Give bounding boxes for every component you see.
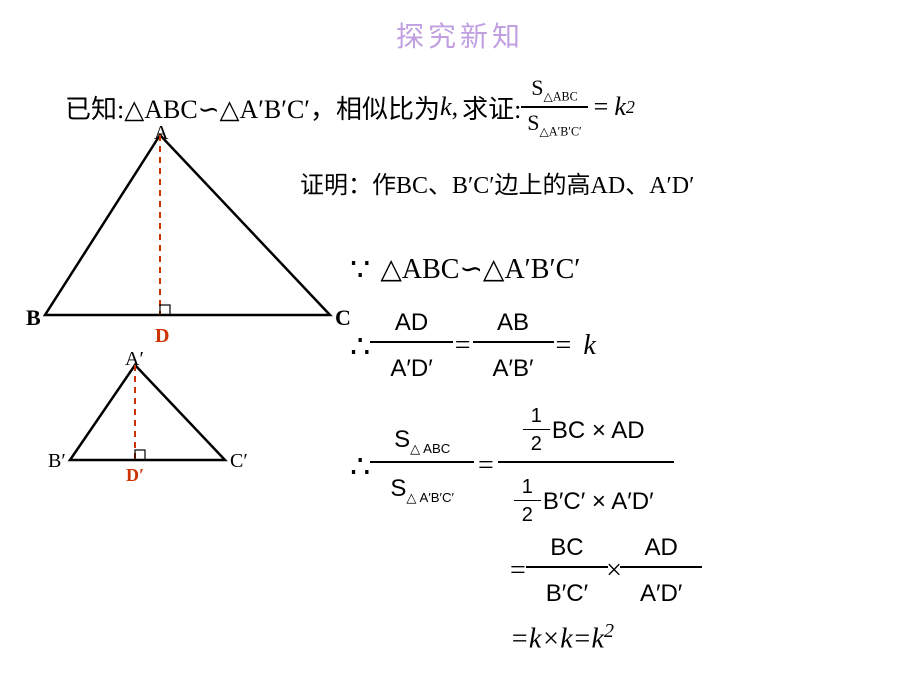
snum: S bbox=[394, 426, 410, 453]
similar: △ABC∽△A′B′C′， bbox=[124, 89, 336, 126]
k-var: k bbox=[440, 92, 452, 122]
label-A: A bbox=[154, 122, 168, 145]
because-sym: ∵ bbox=[350, 250, 370, 288]
h1: 1 bbox=[527, 404, 546, 429]
proof-line3: ∴ S△ ABC S△ A′B′C′ = 12 BC × AD 12 B′C′ … bbox=[340, 400, 664, 532]
eq2: = bbox=[556, 330, 572, 362]
big-triangle bbox=[45, 135, 330, 315]
final-text: =k×k=k bbox=[510, 623, 604, 654]
proof-line4: = BC B′C′ × AD A′D′ bbox=[510, 530, 692, 612]
eq: = bbox=[594, 92, 609, 122]
line1-text: △ABC∽△A′B′C′ bbox=[380, 252, 580, 286]
right-angle-big bbox=[160, 305, 170, 315]
frac-ad2: AD A′D′ bbox=[630, 530, 692, 612]
proof-text: 作BC、B′C′边上的高AD、A′D′ bbox=[372, 173, 694, 199]
label-D: D bbox=[155, 325, 169, 348]
prove: 求证: bbox=[462, 89, 521, 126]
sq: 2 bbox=[626, 97, 635, 118]
sden: S bbox=[390, 475, 406, 502]
sdensub: △ A′B′C′ bbox=[406, 490, 454, 505]
f1den: A′D′ bbox=[380, 351, 442, 387]
h3: 1 bbox=[518, 475, 537, 500]
numrest: BC × AD bbox=[552, 417, 645, 445]
therefore-sym: ∴ bbox=[350, 327, 370, 365]
adnum: AD bbox=[634, 530, 687, 566]
therefore-sym2: ∴ bbox=[350, 447, 370, 485]
h4: 2 bbox=[518, 503, 537, 528]
prefix: 已知: bbox=[65, 89, 124, 126]
k2: k bbox=[614, 92, 626, 122]
bcnum: BC bbox=[540, 530, 593, 566]
frac-ad: AD A′D′ bbox=[380, 305, 442, 387]
eq4: = bbox=[510, 555, 526, 587]
proof-label: 证明： bbox=[300, 173, 372, 199]
frac-area-expand: 1 2 BC × AD 1 2 B′C′ × A′D′ bbox=[508, 400, 664, 532]
label-D2: D′ bbox=[126, 465, 144, 486]
frac-s: S△ ABC S△ A′B′C′ bbox=[380, 422, 464, 510]
frac-ab: AB A′B′ bbox=[483, 305, 544, 387]
proof-line1: ∵ △ABC∽△A′B′C′ bbox=[340, 250, 580, 288]
h2: 2 bbox=[527, 432, 546, 457]
f1num: AD bbox=[385, 305, 438, 341]
label-B: B bbox=[26, 305, 41, 331]
proof-intro: 证明：作BC、B′C′边上的高AD、A′D′ bbox=[300, 165, 694, 200]
bcden: B′C′ bbox=[536, 576, 598, 612]
den-s: S bbox=[527, 110, 539, 135]
f2num: AB bbox=[487, 305, 539, 341]
adden: A′D′ bbox=[630, 576, 692, 612]
snumsub: △ ABC bbox=[410, 441, 450, 456]
k: k bbox=[583, 330, 595, 362]
frac-bc: BC B′C′ bbox=[536, 530, 598, 612]
area-fraction: S△ABC S△A′B′C′ bbox=[521, 75, 587, 140]
eq1: = bbox=[455, 330, 471, 362]
num-s: S bbox=[531, 75, 543, 100]
right-angle-small bbox=[135, 450, 145, 460]
den-sub: △A′B′C′ bbox=[540, 125, 582, 139]
proof-line5: =k×k=k2 bbox=[510, 620, 614, 655]
slide-title: 探究新知 bbox=[396, 15, 524, 55]
label-A2: A′ bbox=[125, 348, 144, 371]
denrest: B′C′ × A′D′ bbox=[543, 488, 654, 516]
proof-line2: ∴ AD A′D′ = AB A′B′ = k bbox=[340, 305, 596, 387]
small-triangle bbox=[70, 365, 225, 460]
eq3: = bbox=[478, 450, 494, 482]
ratio-word: 相似比为 bbox=[336, 89, 440, 126]
comma: , bbox=[452, 92, 459, 122]
label-B2: B′ bbox=[48, 450, 66, 473]
num-sub: △ABC bbox=[544, 89, 578, 103]
label-C2: C′ bbox=[230, 450, 248, 473]
final-sq: 2 bbox=[604, 620, 614, 642]
f2den: A′B′ bbox=[483, 351, 544, 387]
